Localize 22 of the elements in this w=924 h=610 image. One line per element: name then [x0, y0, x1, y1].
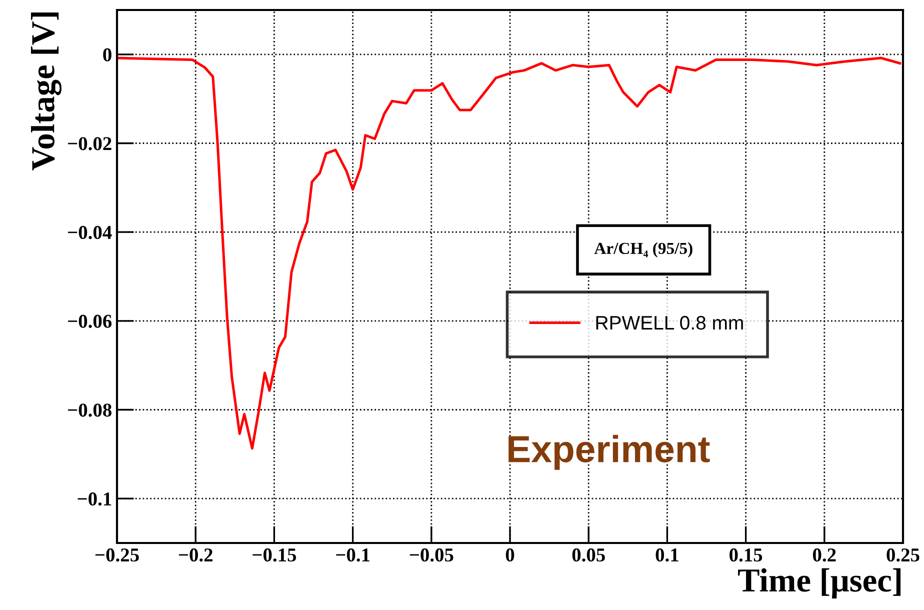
y-tick-label: −0.1 — [78, 492, 112, 506]
x-tick-label: 0.1 — [656, 548, 678, 562]
x-tick-label: 0.15 — [730, 548, 762, 562]
x-tick-label: −0.1 — [336, 548, 370, 562]
x-tick-label: 0.05 — [572, 548, 605, 562]
annotation: Experiment — [508, 434, 710, 470]
y-tick-label: −0.06 — [68, 314, 112, 328]
x-tick-label: −0.15 — [252, 548, 296, 562]
legend-label: RPWELL 0.8 mm — [596, 316, 743, 330]
y-tick-label: −0.08 — [68, 404, 112, 417]
y-axis-title: Voltage [V] — [30, 12, 62, 170]
x-tick-label: 0 — [506, 548, 514, 562]
y-tick-label: 0 — [103, 48, 112, 62]
x-tick-label: −0.05 — [410, 548, 454, 562]
y-tick-label: −0.02 — [68, 137, 112, 150]
annotation: Ar/CH₄ (95/5) — [594, 242, 692, 258]
x-tick-label: 0.2 — [812, 548, 836, 562]
y-tick-label: −0.04 — [68, 226, 112, 240]
x-tick-label: −0.25 — [95, 548, 139, 562]
x-axis-title: Time [μsec] — [738, 568, 901, 598]
x-tick-label: 0.25 — [886, 548, 920, 562]
x-tick-label: −0.2 — [178, 548, 212, 562]
